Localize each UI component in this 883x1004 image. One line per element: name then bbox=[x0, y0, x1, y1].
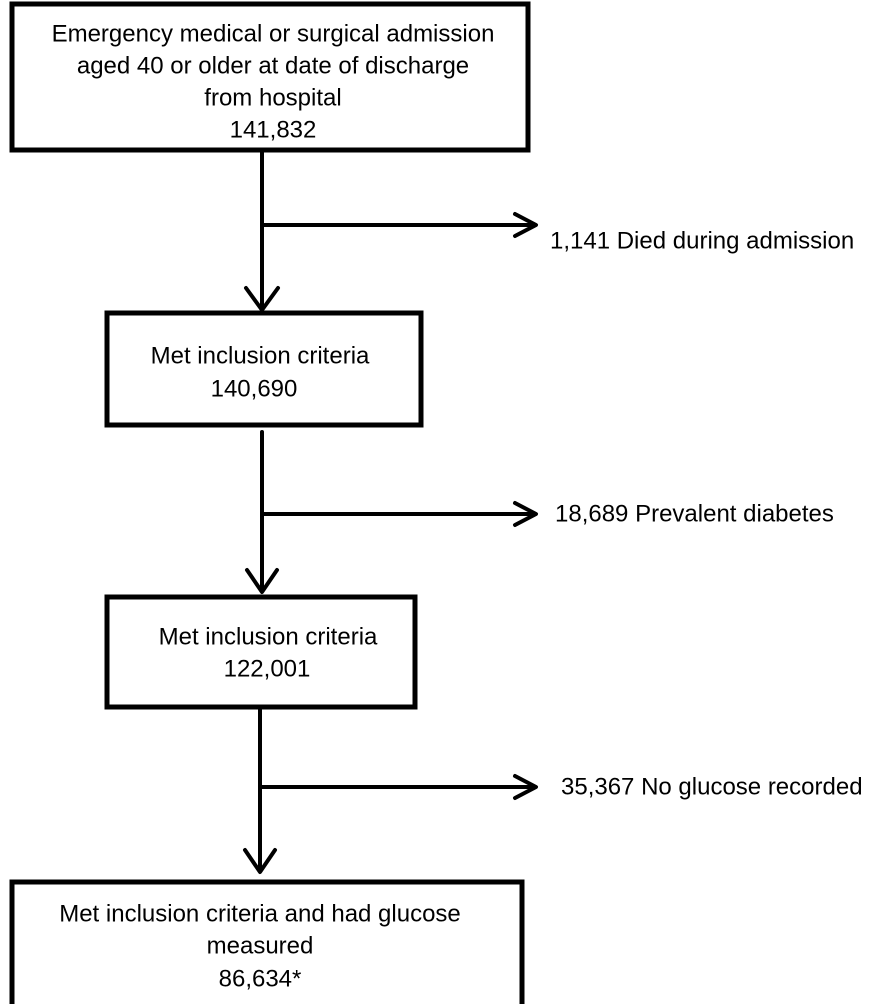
arrow bbox=[244, 150, 280, 312]
node-text: from hospital bbox=[204, 84, 341, 111]
box bbox=[104, 310, 424, 428]
node-text: Met inclusion criteria bbox=[151, 342, 370, 369]
node-text: Met inclusion criteria bbox=[159, 623, 378, 650]
box bbox=[9, 1, 531, 153]
node-text: measured bbox=[207, 932, 314, 959]
exclusion-label: 35,367 No glucose recorded bbox=[561, 773, 863, 800]
node-text: Met inclusion criteria and had glucose bbox=[59, 900, 461, 927]
box bbox=[104, 594, 418, 710]
exclusion-label: 1,141 Died during admission bbox=[550, 227, 854, 254]
arrow bbox=[262, 212, 538, 238]
node-text: Emergency medical or surgical admission bbox=[52, 20, 495, 47]
arrow bbox=[260, 774, 538, 800]
node-text: aged 40 or older at date of discharge bbox=[77, 52, 469, 79]
arrow bbox=[243, 708, 277, 874]
node-count: 86,634* bbox=[219, 965, 302, 992]
exclusion-label: 18,689 Prevalent diabetes bbox=[555, 500, 834, 527]
arrow bbox=[262, 501, 538, 527]
arrow bbox=[245, 430, 279, 594]
node-count: 122,001 bbox=[224, 655, 311, 682]
box bbox=[9, 879, 525, 1004]
node-count: 140,690 bbox=[211, 375, 298, 402]
node-count: 141,832 bbox=[230, 116, 317, 143]
